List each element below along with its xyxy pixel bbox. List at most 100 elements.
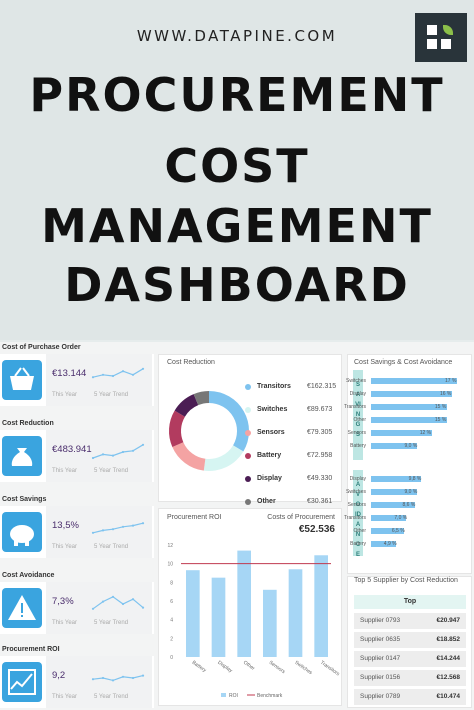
kpi-card[interactable]: €483.941 This Year 5 Year Trend [0, 430, 154, 482]
h-bar[interactable] [371, 378, 457, 384]
legend-name: Display [257, 475, 282, 482]
hero-banner: WWW.DATAPINE.COM PROCUREMENT COST MANAGE… [0, 0, 474, 340]
supplier-value: €14.244 [436, 655, 461, 662]
bar-value: 4,9 % [383, 541, 397, 547]
h-bar[interactable] [371, 476, 421, 482]
supplier-name: Supplier 0156 [360, 674, 401, 681]
logo-square [427, 39, 437, 49]
y-tick-label: 4 [170, 618, 173, 624]
sparkline [91, 595, 145, 610]
bar-label: Switches [345, 378, 366, 384]
bar-value: 16 % [439, 391, 452, 397]
supplier-value: €10.474 [436, 693, 461, 700]
this-year-label: This Year [52, 544, 78, 550]
donut-slice [169, 410, 185, 447]
supplier-value: €18.852 [436, 636, 461, 643]
supplier-value: €12.568 [436, 674, 461, 681]
table-row[interactable]: Supplier 0793 €20.947 [354, 613, 466, 629]
kpi-card[interactable]: 7,3% This Year 5 Year Trend [0, 582, 154, 634]
bar-value: 17 % [445, 378, 457, 384]
kpi-value: €483.941 [52, 444, 92, 455]
kpi-card[interactable]: 13,5% This Year 5 Year Trend [0, 506, 154, 558]
legend-value: €30.361 [307, 498, 333, 505]
bar-value: 15 % [434, 417, 447, 423]
title-line: MANAGEMENT [41, 199, 433, 253]
panel-title: Cost Reduction [167, 359, 215, 366]
title-line: DASHBOARD [64, 258, 410, 312]
kpi-label: Cost Avoidance [2, 572, 55, 579]
kpi-inner: €13.144 This Year 5 Year Trend [46, 354, 152, 406]
h-bar[interactable] [371, 443, 417, 449]
legend-name: Battery [257, 452, 282, 459]
legend-dot-icon [245, 384, 251, 390]
avoidance-tab[interactable]: AVOIDANCE [353, 470, 363, 558]
bar-value: 12 % [419, 430, 432, 436]
panel-title: Cost Savings & Cost Avoidance [354, 359, 453, 366]
kpi-value: €13.144 [52, 368, 87, 379]
x-tick-label: Display [216, 660, 233, 675]
savings-avoidance-panel: Cost Savings & Cost Avoidance [347, 354, 472, 574]
kpi-value: 7,3% [52, 596, 74, 607]
bar-value: 9,0 % [404, 443, 418, 449]
h-bar[interactable] [371, 489, 417, 495]
y-tick-label: 6 [170, 599, 173, 605]
suppliers-table-header[interactable]: Top [354, 595, 466, 609]
kpi-inner: €483.941 This Year 5 Year Trend [46, 430, 152, 482]
savings-tab-label: SAVINGS [355, 382, 361, 438]
costs-label: Costs of Procurement [267, 514, 335, 521]
donut-slice [174, 394, 199, 417]
y-tick-label: 12 [167, 543, 173, 549]
bar-value: 8,6 % [402, 502, 416, 508]
datapine-logo[interactable] [415, 13, 467, 62]
legend-dot-icon [245, 407, 251, 413]
supplier-name: Supplier 0147 [360, 655, 401, 662]
kpi-inner: 13,5% This Year 5 Year Trend [46, 506, 152, 558]
table-row[interactable]: Supplier 0147 €14.244 [354, 651, 466, 667]
table-row[interactable]: Supplier 0156 €12.568 [354, 670, 466, 686]
bar-value: 9,8 % [408, 476, 422, 482]
table-row[interactable]: Supplier 0789 €10.474 [354, 689, 466, 705]
sparkline [91, 367, 145, 379]
h-bar[interactable] [371, 391, 452, 397]
legend-value: €79.305 [307, 429, 333, 436]
legend-value: €89.673 [307, 406, 333, 413]
logo-leaf [443, 25, 453, 35]
bar-value: 15 % [434, 404, 447, 410]
h-bar[interactable] [371, 528, 404, 534]
bar-value: 7,0 % [394, 515, 408, 521]
h-bar[interactable] [371, 430, 432, 436]
x-tick-label: Transitors [319, 660, 341, 678]
legend-dot-icon [245, 499, 251, 505]
bar-label: Switches [345, 489, 366, 495]
h-bar[interactable] [371, 417, 447, 423]
bar-label: Battery [350, 541, 366, 547]
donut-slice [203, 445, 244, 471]
panel-title: Top 5 Supplier by Cost Reduction [354, 577, 458, 584]
roi-bar [186, 570, 200, 657]
h-bar[interactable] [371, 502, 415, 508]
this-year-label: This Year [52, 392, 78, 398]
table-row[interactable]: Supplier 0635 €18.852 [354, 632, 466, 648]
avoidance-tab-label: AVOIDANCE [355, 482, 361, 558]
kpi-card[interactable]: €13.144 This Year 5 Year Trend [0, 354, 154, 406]
kpi-label: Cost Reduction [2, 420, 54, 427]
logo-square [441, 39, 451, 49]
h-bar[interactable] [371, 541, 396, 547]
benchmark-legend-label: Benchmark [257, 693, 283, 699]
legend-value: €72.958 [307, 452, 333, 459]
kpi-label: Procurement ROI [2, 646, 60, 653]
this-year-label: This Year [52, 620, 78, 626]
roi-bar [211, 577, 226, 657]
legend-name: Transitors [257, 383, 291, 390]
h-bar[interactable] [371, 404, 447, 410]
kpi-card[interactable]: 9,2 This Year 5 Year Trend [0, 656, 154, 708]
kpi-label: Cost of Purchase Order [2, 344, 81, 351]
h-bar[interactable] [371, 515, 407, 521]
legend-value: €162.315 [307, 383, 337, 390]
site-url[interactable]: WWW.DATAPINE.COM [136, 27, 338, 45]
legend-value: €49.330 [307, 475, 333, 482]
legend-dot-icon [245, 476, 251, 482]
money-bag-icon [2, 436, 42, 476]
trend-label: 5 Year Trend [94, 468, 129, 474]
savings-tab[interactable]: SAVINGS [353, 370, 363, 460]
